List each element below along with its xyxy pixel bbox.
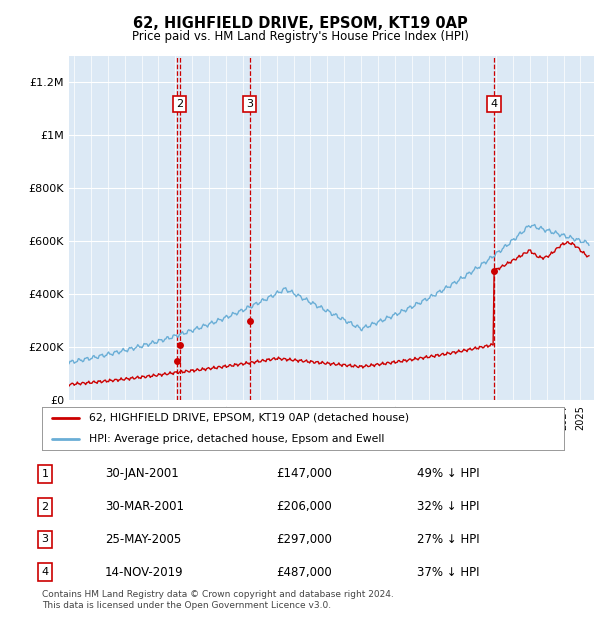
Text: 49% ↓ HPI: 49% ↓ HPI — [417, 467, 479, 481]
Text: 62, HIGHFIELD DRIVE, EPSOM, KT19 0AP (detached house): 62, HIGHFIELD DRIVE, EPSOM, KT19 0AP (de… — [89, 413, 409, 423]
Text: £297,000: £297,000 — [276, 533, 332, 546]
Text: 1: 1 — [41, 469, 49, 479]
Text: 62, HIGHFIELD DRIVE, EPSOM, KT19 0AP: 62, HIGHFIELD DRIVE, EPSOM, KT19 0AP — [133, 16, 467, 31]
Text: 4: 4 — [41, 567, 49, 577]
Text: 3: 3 — [41, 534, 49, 544]
Text: 37% ↓ HPI: 37% ↓ HPI — [417, 566, 479, 579]
Text: £487,000: £487,000 — [276, 566, 332, 579]
Text: £147,000: £147,000 — [276, 467, 332, 481]
Text: Contains HM Land Registry data © Crown copyright and database right 2024.
This d: Contains HM Land Registry data © Crown c… — [42, 590, 394, 609]
Text: 32% ↓ HPI: 32% ↓ HPI — [417, 500, 479, 513]
Text: 2: 2 — [176, 99, 183, 109]
Text: 14-NOV-2019: 14-NOV-2019 — [105, 566, 184, 579]
Text: HPI: Average price, detached house, Epsom and Ewell: HPI: Average price, detached house, Epso… — [89, 434, 385, 444]
Text: Price paid vs. HM Land Registry's House Price Index (HPI): Price paid vs. HM Land Registry's House … — [131, 30, 469, 43]
Text: 3: 3 — [246, 99, 253, 109]
Text: 2: 2 — [41, 502, 49, 512]
Text: 4: 4 — [490, 99, 497, 109]
Text: 25-MAY-2005: 25-MAY-2005 — [105, 533, 181, 546]
Text: £206,000: £206,000 — [276, 500, 332, 513]
Text: 27% ↓ HPI: 27% ↓ HPI — [417, 533, 479, 546]
Text: 30-MAR-2001: 30-MAR-2001 — [105, 500, 184, 513]
Text: 30-JAN-2001: 30-JAN-2001 — [105, 467, 179, 481]
